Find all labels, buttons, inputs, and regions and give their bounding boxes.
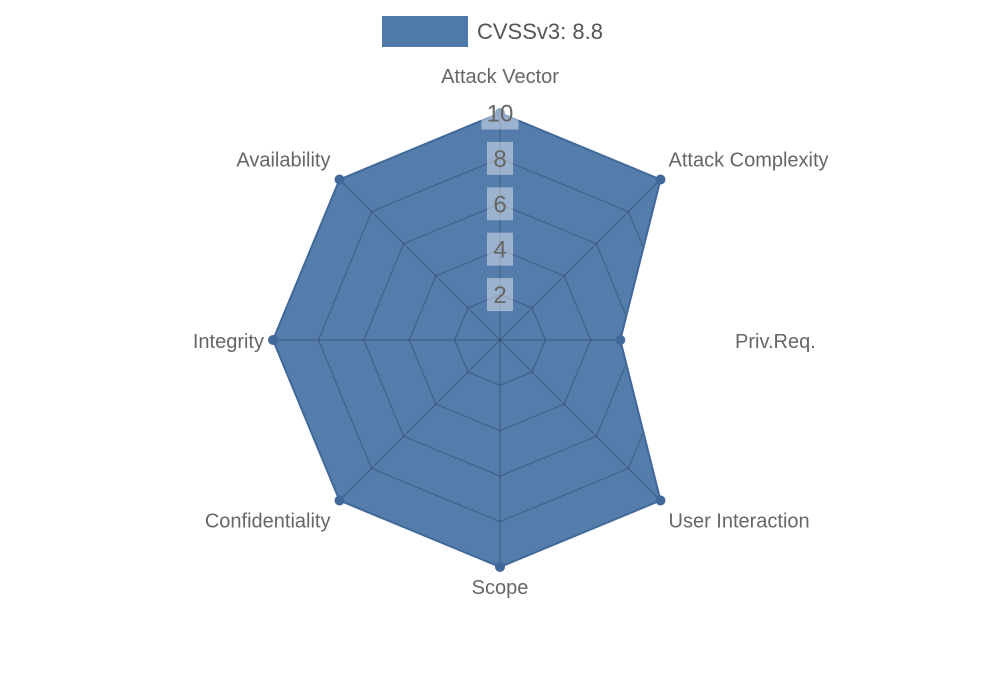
series-vertex-marker — [495, 108, 505, 118]
grid-spoke — [499, 179, 661, 341]
grid-spoke — [499, 339, 661, 501]
axis-label-confidentiality: Confidentiality — [205, 511, 331, 533]
series-vertex-marker — [495, 562, 505, 572]
grid-ring — [453, 293, 547, 387]
series-vertex-marker — [334, 495, 345, 506]
legend-swatch — [382, 16, 468, 47]
tick-label-bg — [481, 96, 519, 130]
tick-label: 10 — [487, 101, 514, 128]
series-vertex-marker — [615, 335, 626, 345]
axis-label-user-interaction: User Interaction — [669, 511, 810, 533]
tick-label: 6 — [493, 191, 506, 218]
legend: CVSSv3: 8.8 — [382, 16, 603, 47]
tick-label-bg — [487, 187, 513, 221]
tick-label-bg — [487, 141, 513, 175]
grid-ring — [363, 203, 637, 477]
axis-label-integrity: Integrity — [193, 331, 264, 353]
grid-spoke — [339, 339, 501, 501]
grid-spoke — [339, 179, 501, 341]
axis-label-scope: Scope — [472, 577, 529, 599]
series-vertex-marker — [655, 495, 666, 506]
grid-ring — [408, 248, 592, 432]
axis-label-attack-complexity: Attack Complexity — [669, 149, 829, 171]
series-polygon-fill — [273, 113, 661, 567]
legend-label: CVSSv3: 8.8 — [477, 18, 603, 44]
tick-label-bg — [487, 278, 513, 312]
axis-label-attack-vector: Attack Vector — [441, 66, 559, 88]
axis-label-priv-req-: Priv.Req. — [735, 331, 816, 353]
series-vertex-marker — [334, 174, 345, 185]
tick-label-bg — [487, 232, 513, 266]
tick-label: 4 — [493, 237, 506, 264]
series-vertex-marker — [268, 335, 278, 345]
tick-label: 2 — [493, 282, 506, 309]
series-vertex-marker — [655, 174, 666, 185]
tick-label: 8 — [493, 146, 506, 173]
axis-label-availability: Availability — [236, 149, 330, 171]
